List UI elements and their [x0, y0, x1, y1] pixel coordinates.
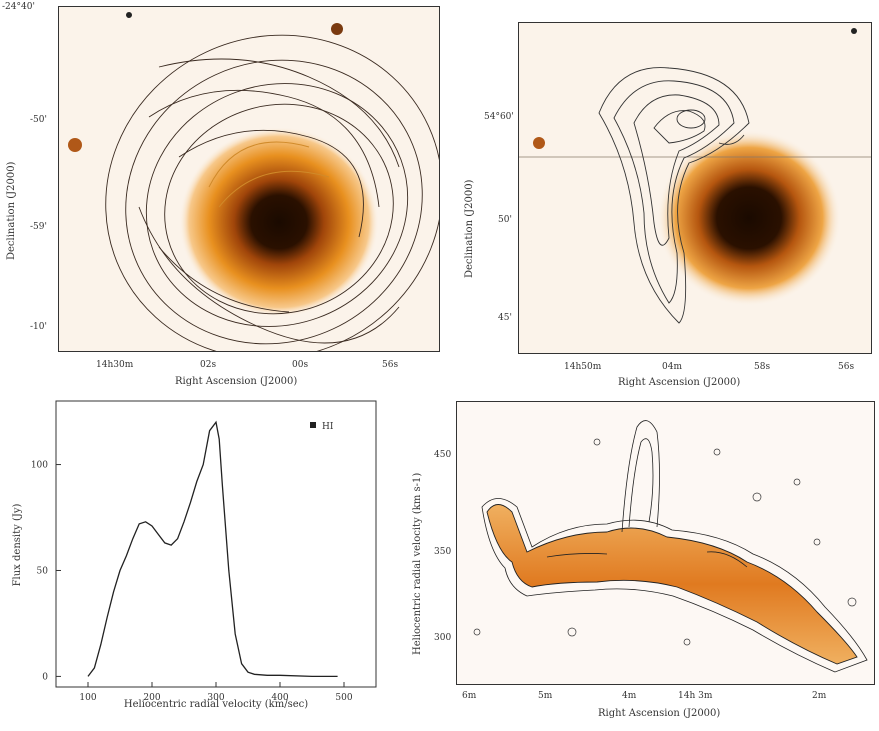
- galaxy-disk: [657, 130, 841, 306]
- arm-contours: [208, 141, 330, 208]
- y-tick: 50': [498, 215, 512, 225]
- x-axis-label: Heliocentric radial velocity (km/sec): [124, 699, 308, 710]
- y-axis-label: Heliocentric radial velocity (km s-1): [412, 472, 423, 655]
- galaxy-overlay-top-right: [519, 28, 871, 324]
- legend-marker: [310, 422, 316, 428]
- y-axis-label: Declination (J2000): [6, 161, 17, 260]
- emission-band: [486, 504, 858, 665]
- y-tick: -59': [30, 222, 47, 232]
- x-tick-label: 400: [271, 693, 288, 703]
- panel-top-right: 54°60' 50' 45' Declination (J2000) 14h50…: [440, 0, 879, 395]
- x-tick: 14h 3m: [678, 691, 713, 701]
- x-axis-label: Right Ascension (J2000): [175, 376, 298, 387]
- panel-bottom-right: 450 350 300 Heliocentric radial velocity…: [400, 395, 879, 727]
- y-tick-label: 50: [37, 566, 49, 576]
- x-tick: 00s: [292, 360, 309, 370]
- star: [533, 137, 545, 149]
- x-tick: 02s: [200, 360, 217, 370]
- x-tick: 58s: [754, 362, 771, 372]
- pv-diagram: [456, 401, 875, 685]
- x-tick: 6m: [462, 691, 477, 701]
- star: [851, 28, 857, 34]
- x-tick-label: 200: [143, 693, 160, 703]
- noise-contours: [473, 438, 857, 646]
- x-tick: 56s: [838, 362, 855, 372]
- y-axis-label: Flux density (Jy): [12, 504, 23, 587]
- pv-overlay: [473, 420, 868, 673]
- y-tick: 450: [434, 450, 452, 460]
- galaxy-image-top-left: [58, 6, 440, 352]
- galaxy-disk: [179, 127, 379, 317]
- y-tick: 54°60': [484, 112, 514, 122]
- hi-contours-top-left: [105, 34, 439, 351]
- x-tick: 56s: [382, 360, 399, 370]
- x-tick: 5m: [538, 691, 553, 701]
- y-tick: 45': [498, 313, 512, 323]
- series-line-hi: [87, 420, 338, 678]
- star: [68, 138, 82, 152]
- plot-frame: [55, 400, 377, 688]
- y-tick: -50': [30, 115, 47, 125]
- y-tick: 300: [434, 633, 452, 643]
- y-tick-label: 100: [31, 461, 48, 471]
- star: [126, 12, 132, 18]
- x-tick-label: 300: [207, 693, 224, 703]
- y-tick: -10': [30, 322, 47, 332]
- panel-top-left: -24°40' -50' -59' -10' Declination (J200…: [0, 0, 440, 395]
- y-tick-label: 0: [42, 672, 48, 682]
- x-axis-label: Right Ascension (J2000): [618, 377, 741, 388]
- x-tick: 14h50m: [564, 362, 602, 372]
- x-tick-label: 500: [335, 693, 352, 703]
- hi-contours-top-right: [598, 67, 750, 324]
- x-tick: 04m: [662, 362, 682, 372]
- x-tick: 4m: [622, 691, 637, 701]
- y-tick: -24°40': [2, 2, 35, 12]
- legend-label: HI: [322, 422, 334, 432]
- panel-bottom-left: 100 200 300 400 500 0 50 100 HI Heliocentric ra…: [0, 395, 400, 727]
- pv-contours: [481, 420, 868, 673]
- x-axis-label: Right Ascension (J2000): [598, 708, 721, 719]
- hi-spectrum-chart: 100 200 300 400 500 0 50 100 HI Heliocentric ra…: [12, 400, 377, 710]
- galaxy-overlay-top-left: [68, 12, 439, 351]
- x-tick: 2m: [812, 691, 827, 701]
- star: [331, 23, 343, 35]
- y-axis-label: Declination (J2000): [464, 179, 475, 278]
- x-tick-label: 100: [79, 693, 96, 703]
- x-tick: 14h30m: [96, 360, 134, 370]
- galaxy-image-top-right: [518, 22, 872, 354]
- y-tick: 350: [434, 547, 452, 557]
